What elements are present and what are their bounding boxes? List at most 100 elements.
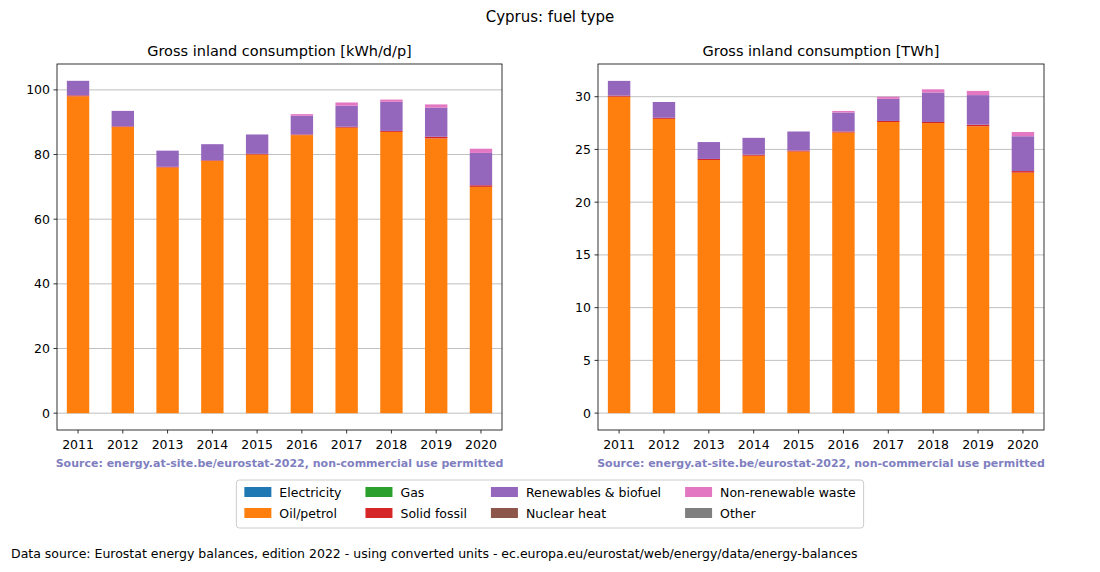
x-tick-label: 2012	[107, 437, 139, 452]
bar: Gas	[335, 127, 357, 128]
legend: ElectricityOil/petrolGasSolid fossilRene…	[236, 480, 863, 528]
bar: Other	[470, 148, 492, 149]
bar: Non-renewable waste	[698, 142, 720, 143]
bar: Renewables & biofuel	[1012, 136, 1034, 171]
x-tick-label: 2018	[376, 437, 408, 452]
y-tick	[54, 283, 58, 284]
bar: Oil/petrol	[832, 133, 854, 414]
bar: Non-renewable waste	[246, 134, 268, 135]
bar: Nuclear heat	[608, 80, 630, 81]
bar: Nuclear heat	[67, 80, 89, 81]
bar: Non-renewable waste	[1012, 132, 1034, 136]
bar: Other	[425, 104, 447, 105]
y-tick	[54, 413, 58, 414]
x-tick	[122, 430, 123, 434]
bar: Renewables & biofuel	[156, 151, 178, 167]
x-tick	[212, 430, 213, 434]
y-tick	[595, 96, 599, 97]
legend-label: Non-renewable waste	[720, 485, 856, 500]
legend-label: Electricity	[279, 485, 342, 500]
y-tick	[595, 413, 599, 414]
bar: Other	[742, 137, 764, 138]
x-tick	[888, 430, 889, 434]
bar: Solid fossil	[742, 155, 764, 156]
y-tick-label: 25	[575, 142, 591, 157]
x-tick-label: 2018	[917, 437, 949, 452]
chart-title: Gross inland consumption [TWh]	[703, 43, 940, 59]
bar: Renewables & biofuel	[832, 113, 854, 132]
x-tick-label: 2020	[1007, 437, 1039, 452]
bar: Non-renewable waste	[653, 101, 675, 102]
bar: Oil/petrol	[470, 187, 492, 413]
x-tick-label: 2015	[241, 437, 273, 452]
x-tick	[978, 430, 979, 434]
footer: Data source: Eurostat energy balances, e…	[11, 546, 858, 561]
bar: Oil/petrol	[698, 160, 720, 413]
chart-title: Gross inland consumption [kWh/d/p]	[147, 43, 412, 59]
x-tick-label: 2016	[828, 437, 860, 452]
bar: Other	[698, 142, 720, 143]
legend-swatch	[491, 487, 518, 497]
bar: Other	[787, 131, 809, 132]
bar: Gas	[608, 96, 630, 97]
bar: Nuclear heat	[742, 137, 764, 138]
bar: Renewables & biofuel	[425, 108, 447, 137]
x-tick	[933, 430, 934, 434]
bar: Gas	[156, 167, 178, 168]
x-tick-label: 2012	[648, 437, 680, 452]
legend-label: Oil/petrol	[279, 506, 337, 521]
bars: ElectricityElectricityElectricityElectri…	[608, 81, 1034, 413]
x-tick	[257, 430, 258, 434]
bar: Non-renewable waste	[967, 91, 989, 95]
bar: Gas	[832, 132, 854, 133]
x-tick-label: 2017	[872, 437, 904, 452]
bar: Other	[67, 80, 89, 81]
bar: Other	[380, 99, 402, 100]
x-tick-label: 2017	[331, 437, 363, 452]
bar: Non-renewable waste	[787, 131, 809, 132]
legend-swatch	[685, 487, 712, 497]
y-tick	[595, 360, 599, 361]
bar: Gas	[246, 154, 268, 155]
y-tick	[595, 202, 599, 203]
bar: Gas	[742, 155, 764, 156]
legend-label: Nuclear heat	[526, 506, 606, 521]
bar: Solid fossil	[832, 132, 854, 133]
bar: Non-renewable waste	[156, 150, 178, 151]
bar: Oil/petrol	[67, 96, 89, 413]
bar: Gas	[380, 131, 402, 132]
bar: Nuclear heat	[112, 110, 134, 111]
bar: Renewables & biofuel	[291, 116, 313, 135]
plot-frame	[598, 64, 1044, 430]
bar: Renewables & biofuel	[698, 142, 720, 159]
bar: Nuclear heat	[201, 144, 223, 145]
x-tick-label: 2011	[603, 437, 635, 452]
bar: Non-renewable waste	[832, 111, 854, 113]
bar: Oil/petrol	[787, 152, 809, 414]
x-tick	[753, 430, 754, 434]
legend-swatch	[491, 508, 518, 518]
suptitle: Cyprus: fuel type	[486, 8, 615, 26]
bar: Solid fossil	[967, 125, 989, 127]
bar: Other	[112, 110, 134, 111]
bar: Other	[156, 150, 178, 151]
bar: Nuclear heat	[156, 150, 178, 151]
x-tick	[843, 430, 844, 434]
bar: Renewables & biofuel	[201, 144, 223, 160]
x-tick	[619, 430, 620, 434]
x-tick-label: 2020	[465, 437, 497, 452]
x-tick	[391, 430, 392, 434]
bar: Solid fossil	[787, 150, 809, 151]
y-tick	[595, 149, 599, 150]
bar: Nuclear heat	[653, 101, 675, 102]
bar: Solid fossil	[877, 121, 899, 122]
bar: Solid fossil	[653, 118, 675, 119]
x-tick	[708, 430, 709, 434]
bar: Other	[832, 110, 854, 111]
legend-label: Renewables & biofuel	[526, 485, 661, 500]
bar: Nuclear heat	[787, 131, 809, 132]
x-tick	[798, 430, 799, 434]
bar: Renewables & biofuel	[67, 81, 89, 96]
figure: Cyprus: fuel typeElectricityElectricityE…	[0, 0, 1100, 572]
bar: Oil/petrol	[653, 119, 675, 413]
